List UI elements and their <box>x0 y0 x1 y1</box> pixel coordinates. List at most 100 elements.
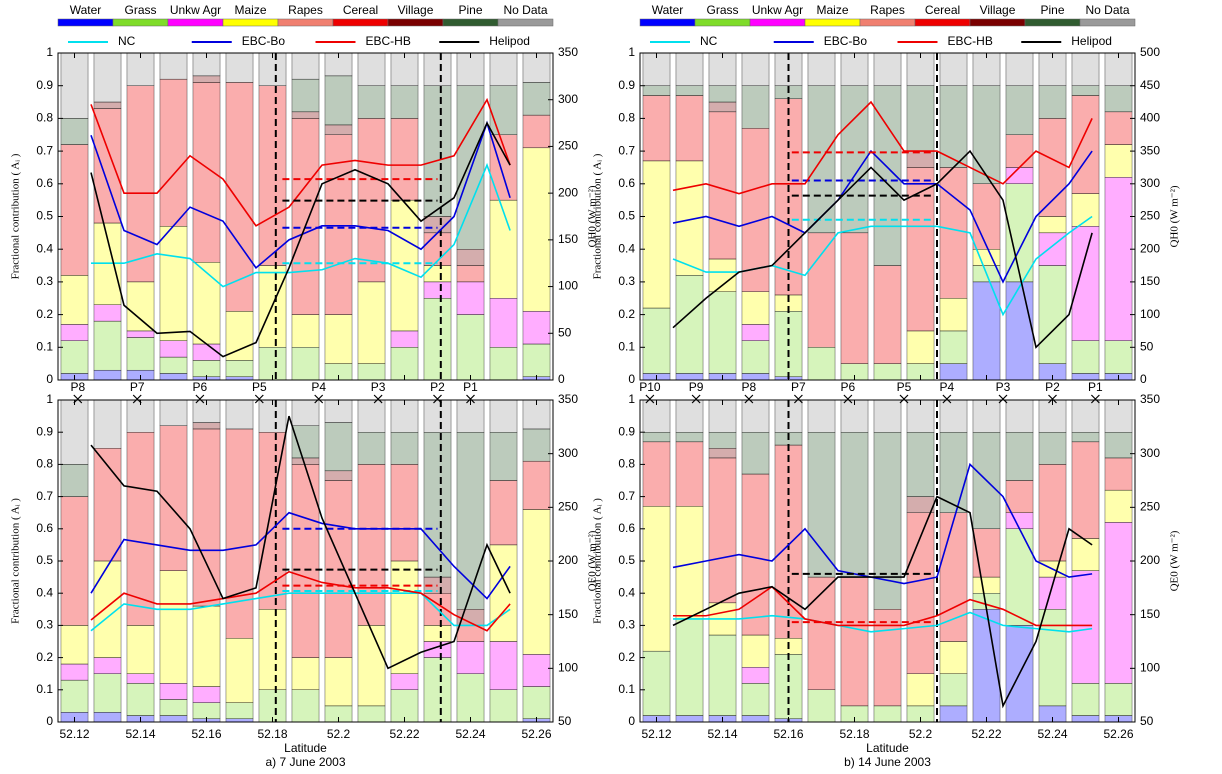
bar-segment <box>1005 281 1034 381</box>
y2-tick-label: 250 <box>558 500 578 514</box>
bar-segment <box>489 689 518 723</box>
site-marker <box>843 394 853 404</box>
y2-tick-label: 300 <box>1140 446 1160 460</box>
legend-swatch <box>914 18 971 27</box>
bar-segment <box>456 265 485 283</box>
y-tick-label: 0.5 <box>36 553 53 567</box>
y2-tick-label: 100 <box>1140 661 1160 675</box>
bar-segment <box>60 625 89 665</box>
legend-swatch <box>639 18 696 27</box>
flux-line <box>90 570 511 632</box>
bar-segment <box>324 124 353 135</box>
bar-segment <box>357 625 386 707</box>
site-label: P5 <box>252 380 267 394</box>
site-label: P6 <box>193 380 208 394</box>
bar-segment <box>675 432 704 443</box>
bar-segment <box>906 52 935 86</box>
bar-segment <box>489 52 518 86</box>
y2-tick-label: 150 <box>1140 274 1160 288</box>
bar-segment <box>741 683 770 716</box>
bar-segment <box>159 373 188 381</box>
bar-segment <box>159 52 188 80</box>
y2-tick-label: 50 <box>558 325 572 339</box>
legend-label: Cereal <box>925 3 960 17</box>
site-label: P2 <box>1045 380 1060 394</box>
bar-segment <box>390 689 419 723</box>
flux-line <box>673 585 1093 627</box>
legend-label: Unkw Agr <box>752 3 803 17</box>
bar-segment <box>840 399 869 433</box>
y2-axis-label: QH0 (W m⁻²) <box>1169 185 1181 247</box>
bar-segment <box>1005 480 1034 513</box>
bar-segment <box>1104 683 1133 716</box>
legend-swatch <box>804 18 861 27</box>
bar-segment <box>60 275 89 325</box>
bar-segment <box>840 576 869 707</box>
bar-segment <box>225 52 254 83</box>
legend-label: Maize <box>234 3 266 17</box>
bar-segment <box>192 686 221 703</box>
bar-segment <box>972 52 1001 86</box>
bar-segment <box>708 399 737 433</box>
bar-segment <box>423 52 452 86</box>
bar-segment <box>357 281 386 364</box>
site-label: P3 <box>996 380 1011 394</box>
legend-label: Cereal <box>343 3 378 17</box>
bar-segment <box>741 52 770 86</box>
bar-segment <box>906 432 935 497</box>
bar-segment <box>390 560 419 674</box>
y-tick-label: 1 <box>46 392 53 406</box>
bar-segment <box>93 304 122 322</box>
bar-segment <box>522 686 551 719</box>
bar-segment <box>258 609 287 690</box>
bar-segment <box>675 441 704 507</box>
legend-label: Village <box>398 3 434 17</box>
bar-segment <box>708 432 737 449</box>
site-label: P4 <box>311 380 326 394</box>
site-label: P6 <box>841 380 856 394</box>
site-marker <box>793 394 803 404</box>
bar-segment <box>972 576 1001 594</box>
legend-label: NC <box>118 34 136 48</box>
bar-segment <box>1038 52 1067 86</box>
flux-line <box>90 592 511 632</box>
legend-swatch <box>1024 18 1081 27</box>
y-tick-label: 0 <box>628 372 635 386</box>
bar-segment <box>489 399 518 433</box>
bar-segment <box>642 432 671 443</box>
bar-segment <box>60 144 89 276</box>
bar-segment <box>93 712 122 723</box>
bar-segment <box>708 258 737 292</box>
bar-segment <box>741 291 770 325</box>
legend-label: No Data <box>503 3 547 17</box>
y2-tick-label: 350 <box>1140 143 1160 157</box>
y2-tick-label: 0 <box>558 372 565 386</box>
bar-segment <box>390 347 419 381</box>
bar-segment <box>1038 464 1067 562</box>
bar-segment <box>1005 399 1034 433</box>
legend-swatch <box>497 18 554 27</box>
bar-segment <box>456 314 485 381</box>
bar-segment <box>741 399 770 433</box>
flux-line <box>90 120 511 270</box>
bar-segment <box>873 52 902 86</box>
bar-segment <box>708 291 737 374</box>
bar-segment <box>126 85 155 283</box>
bar-segment <box>1104 144 1133 178</box>
bar-segment <box>522 311 551 345</box>
y-tick-label: 0.7 <box>36 489 53 503</box>
bar-segment <box>489 85 518 135</box>
y-tick-label: 0.1 <box>618 339 635 353</box>
bar-segment <box>291 399 320 426</box>
bar-segment <box>291 657 320 690</box>
y-tick-label: 0.4 <box>618 585 635 599</box>
bar-segment <box>972 85 1001 184</box>
bar-segment <box>906 85 935 152</box>
site-label: P8 <box>742 380 757 394</box>
bar-segment <box>291 689 320 723</box>
x-tick-label: 52.24 <box>1037 727 1067 741</box>
y2-tick-label: 200 <box>558 185 578 199</box>
bar-segment <box>1071 373 1100 381</box>
bar-segment <box>906 673 935 707</box>
bar-segment <box>456 641 485 674</box>
